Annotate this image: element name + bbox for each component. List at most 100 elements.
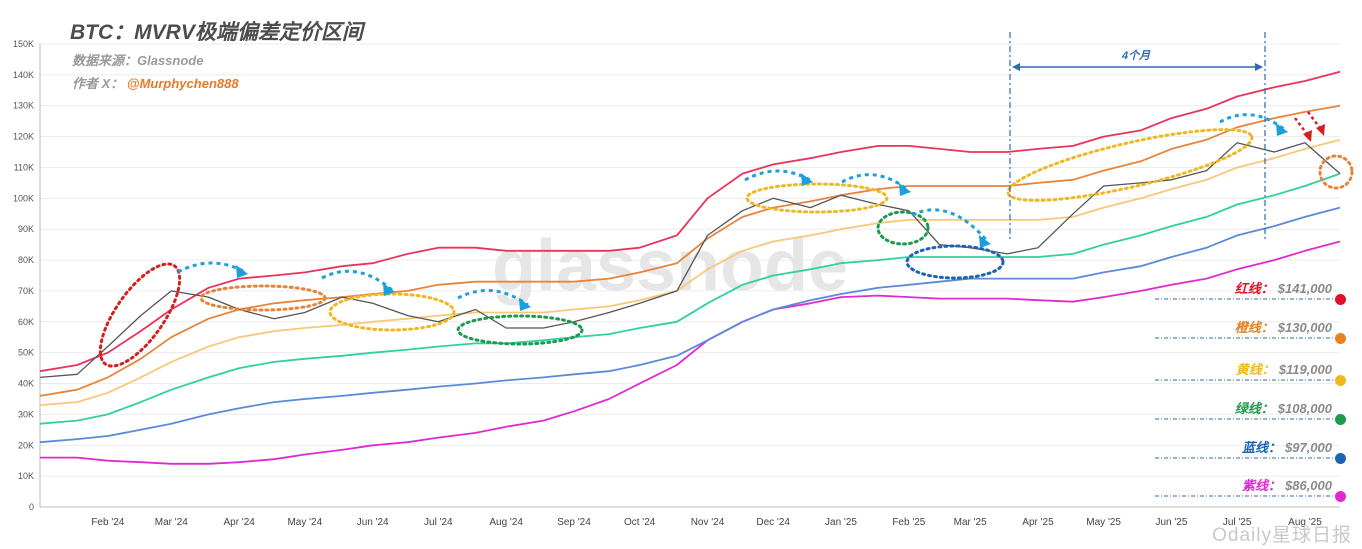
- dotted-ellipse-annotation: [1318, 154, 1354, 190]
- band-line: [40, 240, 1341, 465]
- level-value: $119,000: [1278, 362, 1332, 377]
- band-line: [39, 104, 1341, 397]
- arrow-head: [1255, 63, 1263, 71]
- band-line: [39, 206, 1341, 444]
- dotted-ellipse-annotation: [876, 210, 930, 246]
- y-tick-label: 40K: [18, 379, 34, 389]
- btc-price-line: [39, 142, 1341, 379]
- dotted-ellipse-annotation: [745, 182, 889, 214]
- band-line: [39, 138, 1341, 406]
- trend-arc-arrow: [1219, 113, 1286, 132]
- level-dot: [1335, 414, 1346, 425]
- level-value: $86,000: [1285, 478, 1332, 493]
- x-tick-label: Feb '24: [91, 517, 124, 528]
- corner-watermark: Odaily星球日报: [1212, 525, 1352, 546]
- red-down-arrow: [1294, 117, 1308, 135]
- x-tick-label: Apr '25: [1022, 517, 1054, 528]
- trend-arc-arrow: [841, 173, 909, 192]
- data-source: 数据来源：Glassnode: [72, 53, 204, 68]
- y-tick-label: 60K: [18, 317, 34, 327]
- price-level-label: 黄线： $119,000: [1236, 359, 1332, 378]
- x-tick-label: May '24: [287, 517, 322, 528]
- trend-arc-arrow: [744, 169, 811, 182]
- dotted-ellipse-annotation: [328, 292, 456, 332]
- trend-arc-arrow: [911, 208, 990, 243]
- arrow-head: [1303, 130, 1312, 142]
- level-name: 绿线：: [1234, 401, 1274, 416]
- level-name: 黄线：: [1235, 362, 1275, 377]
- y-tick-label: 20K: [18, 440, 34, 450]
- dotted-ellipse-annotation: [1006, 128, 1254, 202]
- level-dot: [1335, 375, 1346, 386]
- price-level-label: 蓝线： $97,000: [1242, 437, 1332, 456]
- dotted-ellipse-annotation: [905, 244, 1005, 280]
- dotted-ellipse-annotation: [199, 284, 327, 312]
- x-tick-label: Oct '24: [624, 517, 656, 528]
- x-tick-label: Apr '24: [223, 517, 255, 528]
- level-value: $97,000: [1285, 440, 1332, 455]
- y-tick-label: 80K: [18, 255, 34, 265]
- level-dot: [1335, 294, 1346, 305]
- x-tick-label: Aug '24: [489, 517, 523, 528]
- y-tick-label: 110K: [14, 162, 34, 172]
- price-level-label: 绿线： $108,000: [1235, 398, 1332, 417]
- trend-arc-arrow: [321, 269, 393, 292]
- x-tick-label: Jul '25: [1223, 517, 1252, 528]
- arrow-head: [979, 235, 991, 248]
- price-level-label: 红线： $141,000: [1235, 278, 1332, 297]
- x-tick-label: Aug '25: [1288, 517, 1322, 528]
- level-name: 红线：: [1234, 281, 1274, 296]
- dotted-ellipse-annotation: [456, 314, 584, 346]
- level-dot: [1335, 453, 1346, 464]
- y-tick-label: 150K: [13, 39, 34, 49]
- trend-arc-arrow: [177, 261, 246, 274]
- y-tick-label: 50K: [18, 348, 34, 358]
- x-tick-label: Nov '24: [691, 517, 725, 528]
- author-line: 作者 X： @Murphychen888: [72, 73, 239, 92]
- band-line: [39, 172, 1341, 425]
- arrow-head: [1276, 123, 1288, 136]
- level-value: $141,000: [1277, 281, 1332, 296]
- level-dot: [1335, 333, 1346, 344]
- level-value: $130,000: [1277, 320, 1332, 335]
- level-name: 蓝线：: [1241, 440, 1281, 455]
- level-value: $108,000: [1277, 401, 1332, 416]
- price-level-label: 紫线： $86,000: [1242, 475, 1332, 494]
- x-tick-label: Jun '24: [357, 517, 389, 528]
- x-tick-label: Sep '24: [557, 517, 591, 528]
- x-tick-label: Dec '24: [756, 517, 790, 528]
- y-tick-label: 90K: [18, 224, 34, 234]
- level-name: 橙线：: [1234, 320, 1274, 335]
- y-tick-label: 70K: [18, 286, 34, 296]
- chart-title: BTC：MVRV极端偏差定价区间: [70, 21, 363, 44]
- y-tick-label: 140K: [13, 70, 34, 80]
- x-tick-label: Jul '24: [424, 517, 453, 528]
- y-tick-label: 30K: [18, 409, 34, 419]
- y-tick-label: 120K: [13, 132, 34, 142]
- arrow-head: [1012, 63, 1020, 71]
- author-label: 作者 X：: [72, 76, 124, 91]
- x-tick-label: May '25: [1086, 517, 1121, 528]
- red-down-arrow: [1307, 111, 1321, 129]
- x-tick-label: Mar '24: [155, 517, 188, 528]
- x-tick-label: Mar '25: [954, 517, 987, 528]
- y-tick-label: 10K: [18, 471, 34, 481]
- y-tick-label: 0: [29, 502, 34, 512]
- price-level-label: 橙线： $130,000: [1235, 317, 1332, 336]
- dotted-ellipse-annotation: [98, 262, 182, 368]
- arrow-head: [383, 283, 395, 296]
- level-name: 紫线：: [1241, 478, 1281, 493]
- level-dot: [1335, 491, 1346, 502]
- arrow-head: [899, 183, 911, 196]
- four-month-annotation: 4个月: [1122, 50, 1151, 62]
- band-line: [39, 70, 1341, 373]
- arrow-head: [519, 298, 531, 311]
- x-tick-label: Jan '25: [825, 517, 857, 528]
- x-tick-label: Feb '25: [892, 517, 925, 528]
- y-tick-label: 130K: [13, 101, 34, 111]
- y-tick-label: 100K: [13, 193, 34, 203]
- author-handle[interactable]: @Murphychen888: [126, 76, 239, 91]
- arrow-head: [801, 173, 813, 186]
- arrow-head: [1316, 124, 1325, 136]
